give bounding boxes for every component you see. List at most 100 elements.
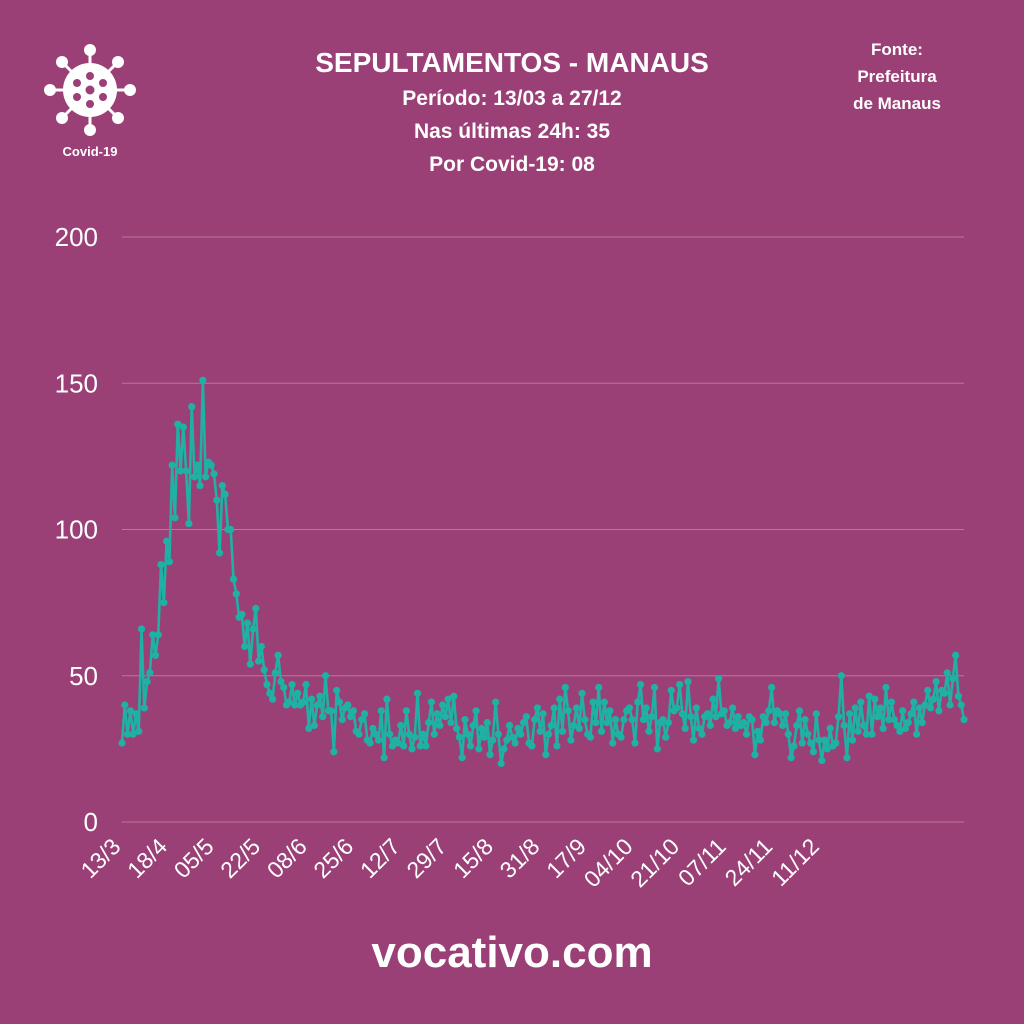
data-point: [310, 721, 318, 730]
data-point: [628, 716, 636, 724]
data-point: [572, 704, 581, 712]
data-point: [255, 657, 263, 665]
data-point: [514, 724, 522, 733]
data-point: [483, 718, 491, 727]
data-point: [818, 756, 826, 765]
data-point: [865, 692, 873, 700]
data-point: [461, 716, 469, 724]
data-point: [787, 754, 795, 762]
data-point: [662, 733, 670, 741]
data-point: [926, 704, 935, 712]
data-point: [380, 754, 388, 762]
data-point: [478, 724, 486, 733]
data-point: [581, 716, 589, 724]
data-point: [890, 716, 898, 724]
data-point: [946, 701, 954, 709]
data-point: [129, 730, 137, 738]
data-point: [650, 683, 659, 692]
source-line-2: Prefeitura: [857, 67, 937, 86]
data-point: [430, 730, 438, 738]
x-tick-label: 24/11: [720, 833, 778, 891]
data-point: [659, 716, 667, 724]
data-point: [321, 672, 330, 680]
data-point: [157, 561, 165, 569]
data-point: [413, 689, 422, 697]
data-point: [165, 558, 173, 566]
data-point: [617, 733, 625, 741]
data-point: [402, 707, 410, 715]
y-tick-label: 50: [69, 661, 98, 691]
grid-layer: [122, 236, 964, 823]
data-point: [673, 704, 681, 712]
data-point: [333, 686, 341, 694]
data-point: [957, 701, 965, 709]
data-point: [305, 724, 313, 733]
data-point: [754, 727, 762, 735]
data-point: [862, 730, 871, 738]
data-point: [768, 683, 776, 692]
data-point: [687, 713, 695, 721]
data-point: [801, 716, 809, 724]
data-point: [812, 710, 820, 718]
data-point: [123, 730, 132, 738]
data-point: [232, 590, 240, 598]
x-tick-label: 21/10: [625, 833, 684, 892]
data-point: [620, 716, 628, 724]
data-point: [179, 423, 187, 431]
y-tick-label: 200: [55, 222, 98, 252]
data-point: [821, 736, 829, 744]
data-point: [592, 718, 600, 727]
data-point: [160, 599, 168, 607]
data-point: [846, 710, 854, 718]
data-point: [307, 695, 316, 703]
footer-brand: vocativo.com: [371, 928, 653, 977]
data-point: [603, 718, 611, 727]
data-point: [879, 724, 887, 733]
series-layer: [118, 376, 968, 768]
data-point: [770, 718, 779, 727]
data-point: [215, 549, 224, 557]
data-point: [756, 736, 765, 744]
data-point: [466, 742, 475, 750]
data-point: [422, 742, 430, 750]
data-point: [497, 759, 505, 768]
data-point: [751, 751, 759, 759]
data-point: [779, 721, 787, 730]
data-point: [954, 692, 963, 700]
data-point: [809, 748, 818, 756]
y-axis-ticks: 0 50 100 150 200: [55, 222, 98, 837]
data-point: [639, 716, 647, 724]
data-point: [720, 707, 728, 715]
data-point: [508, 733, 516, 741]
data-point: [595, 683, 603, 692]
data-point: [740, 718, 748, 727]
data-point: [544, 730, 553, 738]
data-point: [762, 718, 770, 727]
data-point: [851, 704, 859, 712]
data-point: [684, 678, 692, 686]
data-point: [285, 698, 293, 706]
data-point: [433, 710, 441, 718]
period-text: Período: 13/03 a 27/12: [402, 87, 622, 110]
data-point: [185, 520, 193, 528]
data-point: [935, 707, 943, 715]
data-point: [564, 707, 572, 715]
x-tick-label: 13/3: [75, 833, 125, 883]
data-point: [519, 718, 528, 727]
data-point: [960, 716, 968, 724]
data-point: [383, 695, 391, 703]
data-point: [589, 698, 597, 706]
data-point: [539, 710, 547, 718]
data-point: [207, 461, 215, 469]
data-point: [126, 707, 134, 715]
x-tick-label: 29/7: [401, 833, 451, 883]
data-point: [397, 721, 405, 730]
data-point: [542, 751, 550, 759]
y-tick-label: 100: [55, 515, 98, 545]
data-point: [625, 704, 634, 712]
data-point: [689, 736, 698, 744]
data-point: [634, 698, 642, 706]
data-point: [227, 525, 235, 534]
data-point: [274, 651, 282, 659]
data-point: [360, 710, 369, 718]
